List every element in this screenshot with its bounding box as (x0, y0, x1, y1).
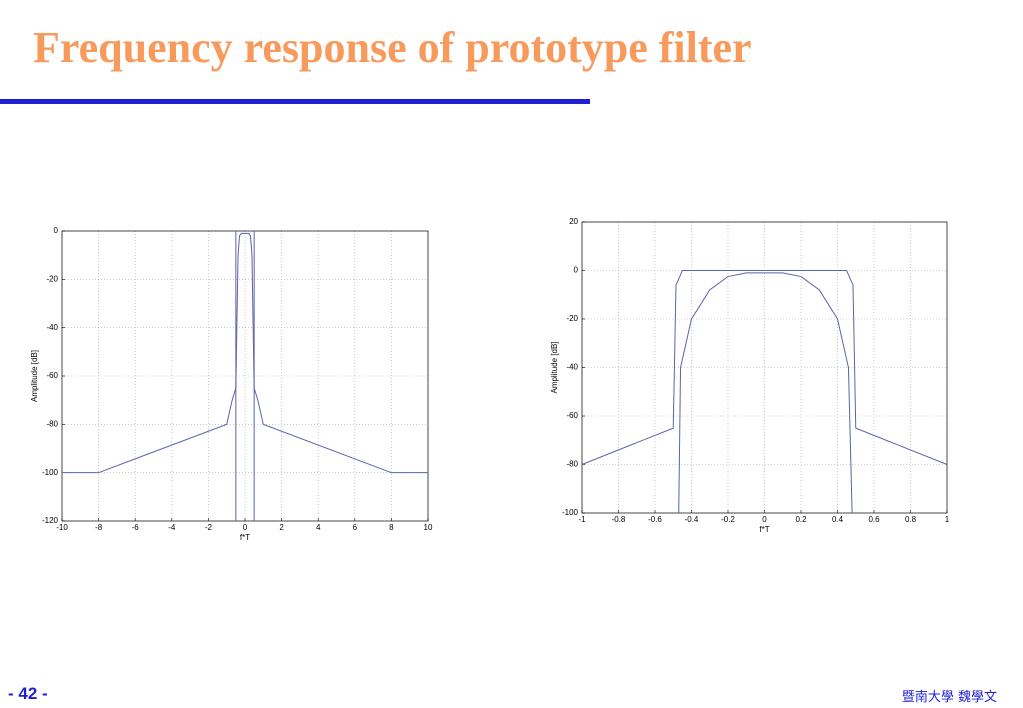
x-tick-label: 0.8 (905, 515, 917, 524)
x-tick-label: 0 (243, 523, 248, 532)
x-tick-label: 0.2 (795, 515, 807, 524)
author: 暨南大學 魏學文 (901, 690, 997, 705)
y-tick-label: -100 (562, 508, 579, 517)
y-tick-label: -20 (566, 314, 578, 323)
page-number: - 42 - (8, 684, 48, 703)
slide-title: Frequency response of prototype filter (33, 23, 752, 72)
x-tick-label: 6 (353, 523, 358, 532)
x-tick-label: 4 (316, 523, 321, 532)
x-tick-label: 1 (945, 515, 950, 524)
x-tick-label: -10 (56, 523, 68, 532)
y-tick-label: -20 (46, 274, 58, 283)
y-tick-label: 20 (569, 217, 578, 226)
x-tick-label: -4 (168, 523, 176, 532)
x-tick-label: 0.4 (832, 515, 844, 524)
x-axis-label: f*T (240, 533, 250, 542)
y-tick-label: -60 (566, 411, 578, 420)
plot-frame (61, 230, 429, 522)
x-tick-label: 10 (424, 523, 433, 532)
x-tick-label: -2 (205, 523, 213, 532)
title-rule (0, 99, 590, 104)
x-tick-label: 2 (279, 523, 284, 532)
x-tick-label: 0 (762, 515, 767, 524)
series-line (235, 231, 255, 521)
x-tick-label: 8 (389, 523, 394, 532)
series-line (678, 272, 853, 514)
y-tick-label: -120 (42, 516, 59, 525)
series-line (62, 232, 428, 474)
x-tick-label: -0.6 (648, 515, 662, 524)
x-tick-label: -0.2 (721, 515, 735, 524)
x-axis-label: f*T (759, 525, 769, 534)
y-tick-label: -40 (46, 323, 58, 332)
y-tick-label: -80 (566, 460, 578, 469)
y-tick-label: -80 (46, 419, 58, 428)
x-tick-label: 0.6 (868, 515, 880, 524)
x-tick-label: -0.8 (612, 515, 626, 524)
y-tick-label: -100 (42, 468, 59, 477)
y-axis-label: Amplitude [dB] (30, 350, 39, 402)
x-tick-label: -8 (95, 523, 103, 532)
y-tick-label: -40 (566, 363, 578, 372)
x-tick-label: -6 (132, 523, 140, 532)
plot-frame (581, 221, 948, 514)
series-line (581, 270, 948, 465)
x-tick-label: -1 (578, 515, 586, 524)
x-tick-label: -0.4 (685, 515, 699, 524)
y-tick-label: 0 (54, 226, 59, 235)
y-tick-label: -60 (46, 371, 58, 380)
y-axis-label: Amplitude [dB] (550, 341, 559, 393)
y-tick-label: 0 (574, 266, 579, 275)
